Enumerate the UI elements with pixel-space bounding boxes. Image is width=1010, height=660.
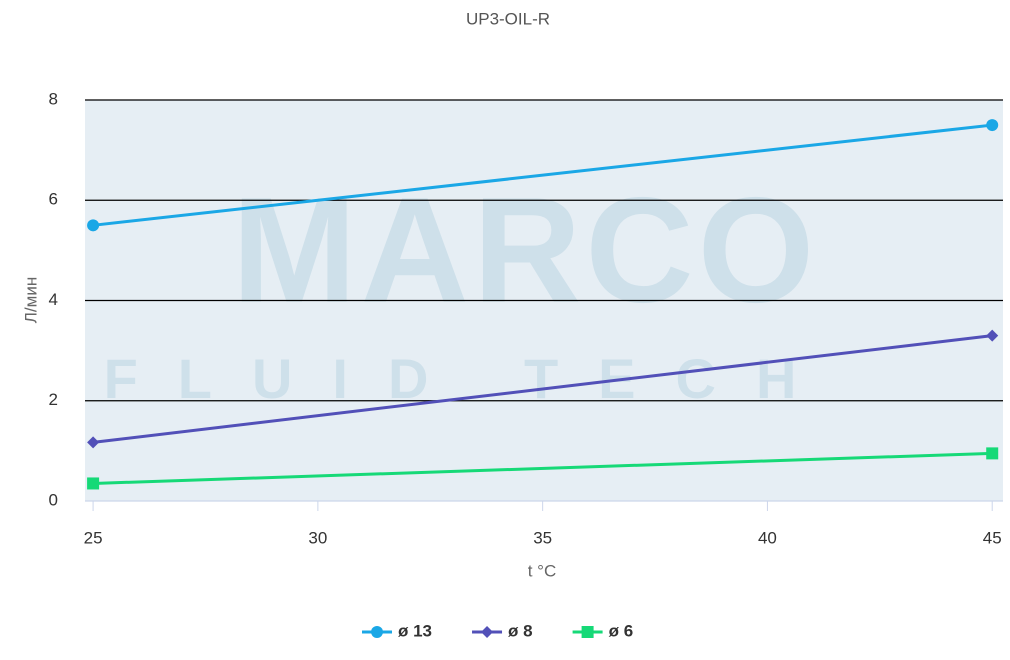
point: [986, 447, 999, 460]
y-tick-label: 6: [49, 190, 58, 209]
x-axis-label: t °C: [528, 561, 557, 580]
series-line: [93, 451, 993, 485]
legend-marker: [371, 626, 383, 638]
chart-title: UP3-OIL-R: [466, 9, 550, 28]
legend-marker: [481, 626, 494, 638]
x-tick-label: 25: [84, 528, 103, 547]
series-line: [92, 334, 993, 444]
series-line: [92, 123, 993, 227]
x-tick-label: 35: [533, 528, 552, 547]
point: [986, 329, 999, 342]
legend-label: ø 6: [609, 621, 634, 640]
x-tick-label: 40: [758, 528, 777, 547]
y-tick-label: 2: [49, 390, 58, 409]
point: [87, 436, 100, 449]
point: [87, 219, 100, 232]
legend-marker: [581, 626, 594, 638]
watermark: MARCO: [232, 166, 819, 334]
legend-label: ø 8: [508, 621, 533, 640]
y-tick-label: 0: [49, 490, 58, 509]
point: [87, 477, 100, 490]
y-tick-label: 4: [49, 290, 58, 309]
x-tick-label: 30: [308, 528, 327, 547]
y-tick-label: 8: [49, 89, 58, 108]
x-tick-label: 45: [983, 528, 1002, 547]
legend-label: ø 13: [398, 621, 432, 640]
point: [986, 119, 999, 132]
y-axis-label: Л/мин: [21, 277, 40, 323]
